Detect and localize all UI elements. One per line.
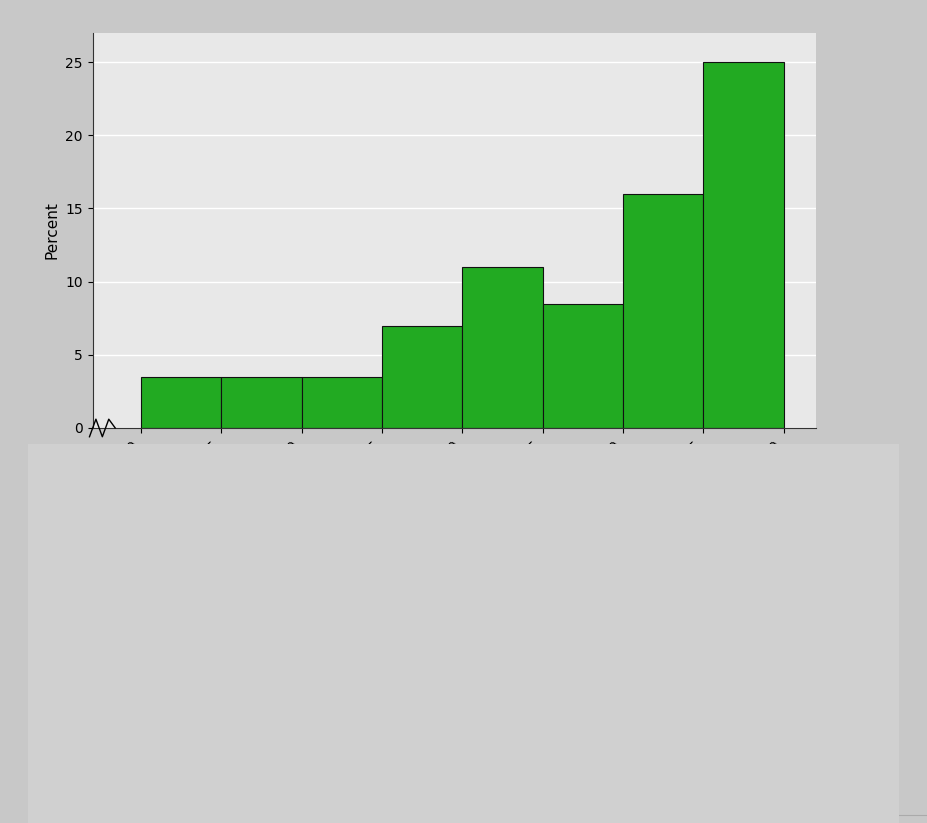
Bar bbox=[382, 326, 463, 428]
Text: Shape: The distribution of attendance is: Shape: The distribution of attendance is bbox=[45, 577, 438, 596]
Bar bbox=[623, 194, 704, 428]
Text: Spread: The range is approximately: Spread: The range is approximately bbox=[45, 755, 396, 774]
Text: 35  ⌄: 35 ⌄ bbox=[500, 753, 550, 771]
Bar bbox=[301, 377, 382, 428]
Text: days.: days. bbox=[765, 664, 818, 683]
Text: 160 and 165  ⌄: 160 and 165 ⌄ bbox=[545, 662, 685, 680]
Text: Center: The median is somewhere between: Center: The median is somewhere between bbox=[45, 664, 472, 683]
Text: Describe the distribution of days of attendance.: Describe the distribution of days of att… bbox=[45, 490, 650, 510]
Bar bbox=[463, 267, 542, 428]
Text: skewed to the left  ⌄: skewed to the left ⌄ bbox=[567, 571, 756, 589]
X-axis label: Attendance (days): Attendance (days) bbox=[368, 472, 540, 490]
Bar bbox=[141, 377, 222, 428]
Text: days.: days. bbox=[581, 755, 633, 774]
Bar bbox=[222, 377, 301, 428]
Bar bbox=[542, 304, 623, 428]
Y-axis label: Percent: Percent bbox=[44, 202, 60, 259]
Text: .: . bbox=[810, 577, 817, 596]
Bar bbox=[704, 63, 783, 428]
